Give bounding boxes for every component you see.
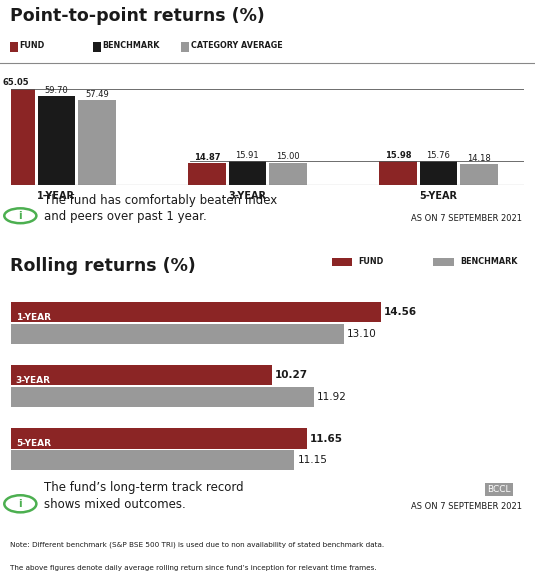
Text: Note: Different benchmark (S&P BSE 500 TRI) is used due to non availability of s: Note: Different benchmark (S&P BSE 500 T… — [10, 542, 384, 548]
Text: 5-YEAR: 5-YEAR — [16, 439, 51, 448]
Text: FUND: FUND — [358, 258, 384, 266]
FancyBboxPatch shape — [10, 41, 18, 52]
Bar — [460, 164, 498, 185]
FancyBboxPatch shape — [181, 41, 189, 52]
Text: BENCHMARK: BENCHMARK — [102, 41, 159, 50]
Text: Rolling returns (%): Rolling returns (%) — [10, 258, 195, 275]
Text: The fund has comfortably beaten index: The fund has comfortably beaten index — [44, 194, 278, 207]
Bar — [228, 161, 266, 185]
Bar — [0, 89, 35, 185]
Text: 14.18: 14.18 — [467, 154, 491, 162]
Text: 3-YEAR: 3-YEAR — [228, 192, 266, 201]
Bar — [11, 366, 272, 385]
Bar — [379, 161, 417, 185]
Text: The fund’s long-term track record: The fund’s long-term track record — [44, 481, 244, 494]
Text: AS ON 7 SEPTEMBER 2021: AS ON 7 SEPTEMBER 2021 — [411, 214, 522, 223]
Text: and peers over past 1 year.: and peers over past 1 year. — [44, 210, 207, 223]
Text: FUND: FUND — [19, 41, 44, 50]
Text: i: i — [19, 211, 22, 221]
Text: 11.15: 11.15 — [297, 455, 327, 465]
Text: CATEGORY AVERAGE: CATEGORY AVERAGE — [190, 41, 282, 50]
Bar — [188, 163, 226, 185]
Text: 5-YEAR: 5-YEAR — [419, 192, 457, 201]
Circle shape — [4, 208, 36, 223]
Bar — [419, 161, 457, 185]
Text: 15.00: 15.00 — [276, 152, 300, 161]
FancyBboxPatch shape — [433, 258, 454, 266]
Text: 65.05: 65.05 — [3, 78, 29, 88]
Bar — [11, 450, 294, 470]
Text: i: i — [19, 499, 22, 509]
Text: 1-YEAR: 1-YEAR — [37, 192, 75, 201]
Circle shape — [4, 495, 36, 512]
FancyBboxPatch shape — [332, 258, 352, 266]
Bar — [11, 387, 314, 407]
Text: BCCL: BCCL — [487, 485, 511, 494]
Text: 10.27: 10.27 — [275, 370, 308, 380]
Bar — [11, 324, 344, 344]
Text: BENCHMARK: BENCHMARK — [460, 258, 517, 266]
Text: Point-to-point returns (%): Point-to-point returns (%) — [10, 8, 264, 26]
Bar — [11, 302, 381, 322]
Text: 1-YEAR: 1-YEAR — [16, 313, 51, 322]
Bar — [37, 96, 75, 185]
Text: AS ON 7 SEPTEMBER 2021: AS ON 7 SEPTEMBER 2021 — [411, 502, 522, 511]
Bar — [11, 429, 307, 449]
Text: 57.49: 57.49 — [85, 89, 109, 99]
Text: The above figures denote daily average rolling return since fund’s inception for: The above figures denote daily average r… — [10, 565, 376, 571]
Text: 15.91: 15.91 — [235, 151, 259, 160]
Text: 14.56: 14.56 — [384, 307, 417, 317]
Text: 13.10: 13.10 — [347, 329, 377, 339]
Text: 59.70: 59.70 — [44, 86, 68, 95]
Text: 11.92: 11.92 — [317, 392, 347, 402]
Bar — [269, 162, 307, 185]
Text: 11.65: 11.65 — [310, 433, 343, 443]
Text: 14.87: 14.87 — [194, 152, 220, 162]
FancyBboxPatch shape — [93, 41, 101, 52]
Bar — [78, 100, 116, 185]
Text: 3-YEAR: 3-YEAR — [16, 376, 51, 385]
Text: 15.98: 15.98 — [385, 151, 411, 160]
Text: 15.76: 15.76 — [426, 151, 450, 160]
Text: shows mixed outcomes.: shows mixed outcomes. — [44, 498, 186, 511]
